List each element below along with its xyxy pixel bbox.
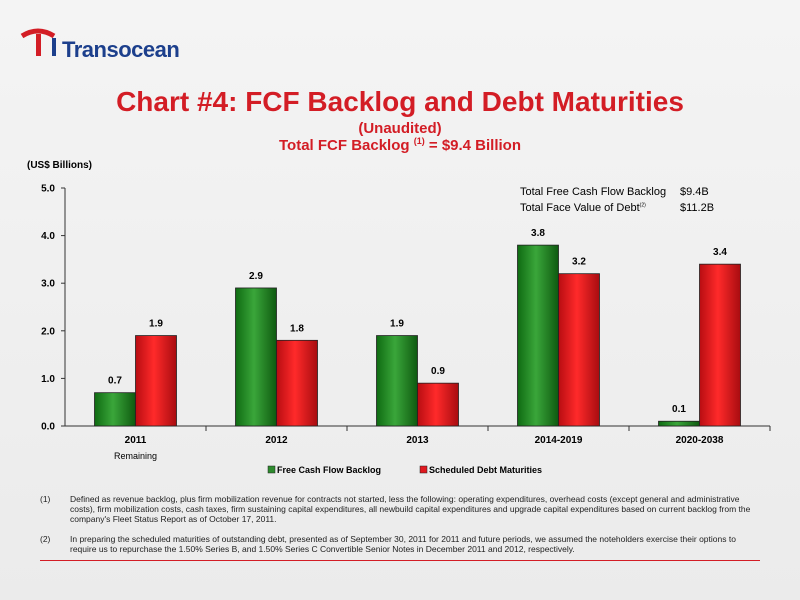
subtitle-total: Total FCF Backlog (1) = $9.4 Billion [0, 136, 800, 154]
summary-debt-footnote: (2) [639, 202, 646, 209]
bottom-rule [40, 560, 760, 561]
data-label-fcf-2: 1.9 [390, 319, 404, 330]
summary-row-fcf: Total Free Cash Flow Backlog $9.4B [520, 184, 714, 200]
footnotes: (1) Defined as revenue backlog, plus fir… [40, 494, 760, 564]
x-tick-label-0: 2011 [125, 435, 147, 446]
data-label-debt-3: 3.2 [572, 257, 586, 268]
transocean-logo [20, 28, 56, 56]
y-tick-label: 1.0 [41, 374, 55, 385]
summary-row-debt: Total Face Value of Debt(2) $11.2B [520, 200, 714, 216]
data-label-debt-0: 1.9 [149, 319, 163, 330]
summary-debt-label: Total Face Value of Debt [520, 202, 640, 214]
page-title: Chart #4: FCF Backlog and Debt Maturitie… [116, 86, 684, 117]
subtitle-total-footnote: (1) [413, 136, 425, 146]
summary-fcf-value: $9.4B [680, 186, 709, 198]
y-tick-label: 5.0 [41, 184, 55, 195]
x-tick-label-2: 2013 [406, 435, 429, 446]
bar-debt-3 [558, 273, 600, 427]
y-tick-label: 0.0 [41, 422, 55, 433]
bar-chart: 0.0 1.0 2.0 3.0 4.0 5.0 0.7 1.9 2011 Remaining 2.9… [41, 184, 771, 475]
footnote-1-number: (1) [40, 494, 51, 504]
data-label-debt-1: 1.8 [290, 323, 304, 334]
bar-fcf-3 [517, 244, 559, 427]
bar-fcf-2 [376, 335, 418, 427]
footnote-1: (1) Defined as revenue backlog, plus fir… [40, 494, 760, 524]
y-tick-label: 3.0 [41, 279, 55, 290]
data-label-fcf-0: 0.7 [108, 376, 122, 387]
legend-swatch-fcf [267, 465, 276, 474]
summary-fcf-label: Total Free Cash Flow Backlog [520, 186, 667, 198]
bar-fcf-1 [235, 287, 277, 427]
subtitle: (Unaudited) [358, 120, 442, 137]
footnote-2-number: (2) [40, 534, 51, 544]
footnote-2: (2) In preparing the scheduled maturitie… [40, 534, 760, 554]
x-tick-label-4: 2020-2038 [676, 435, 724, 446]
legend-label-fcf: Free Cash Flow Backlog [277, 465, 381, 475]
x-tick-label-1: 2012 [265, 435, 288, 446]
summary-debt-value: $11.2B [680, 202, 715, 214]
subtitle-total-pre: Total FCF Backlog [278, 137, 414, 154]
summary-box: Total Free Cash Flow Backlog $9.4B Total… [520, 184, 714, 216]
footnote-1-text: Defined as revenue backlog, plus firm mo… [70, 494, 751, 524]
logo-text: Transocean [62, 37, 180, 62]
data-label-fcf-1: 2.9 [249, 271, 263, 282]
data-label-debt-4: 3.4 [713, 247, 727, 258]
data-label-debt-2: 0.9 [431, 366, 445, 377]
data-label-fcf-4: 0.1 [672, 404, 686, 415]
footnote-2-text: In preparing the scheduled maturities of… [70, 534, 736, 554]
bar-debt-1 [276, 339, 318, 427]
x-tick-label-3: 2014-2019 [535, 435, 583, 446]
legend-swatch-debt [419, 465, 428, 474]
bar-debt-4 [699, 263, 741, 427]
units-label: (US$ Billions) [27, 160, 93, 171]
bar-debt-0 [135, 335, 177, 427]
y-tick-label: 2.0 [41, 326, 55, 337]
data-label-fcf-3: 3.8 [531, 228, 545, 239]
bar-debt-2 [417, 382, 459, 427]
subtitle-total-post: = $9.4 Billion [424, 137, 522, 154]
bar-fcf-0 [94, 392, 136, 427]
bar-fcf-4 [658, 420, 700, 427]
legend-label-debt: Scheduled Debt Maturities [429, 465, 542, 475]
x-tick-sublabel-0: Remaining [114, 451, 157, 461]
y-tick-label: 4.0 [41, 231, 55, 242]
summary-debt-label-wrap: Total Face Value of Debt(2) [520, 202, 680, 214]
